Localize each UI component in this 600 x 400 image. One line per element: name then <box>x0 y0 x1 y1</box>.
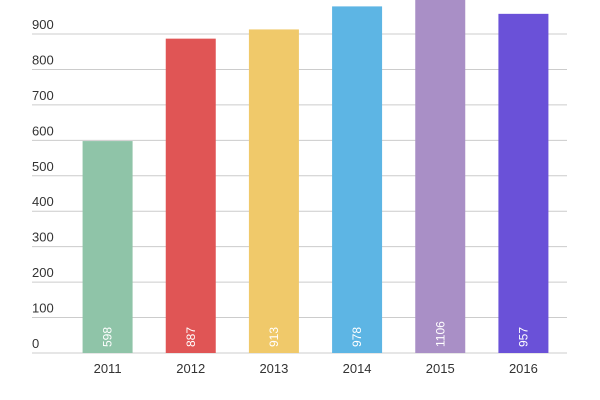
y-tick-label: 300 <box>32 230 54 245</box>
x-tick-label: 2012 <box>176 361 205 376</box>
bar <box>498 13 549 353</box>
value-label: 1106 <box>433 321 447 347</box>
bar <box>332 6 383 354</box>
value-label: 957 <box>516 327 530 347</box>
bar <box>165 38 216 353</box>
y-tick-label: 500 <box>32 159 54 174</box>
x-tick-label: 2011 <box>94 361 122 376</box>
y-tick-label: 700 <box>32 88 54 103</box>
x-tick-label: 2016 <box>509 361 538 376</box>
y-tick-label: 900 <box>32 17 54 32</box>
x-tick-label: 2013 <box>259 361 288 376</box>
value-label: 978 <box>350 327 364 347</box>
y-tick-label: 0 <box>32 336 39 351</box>
y-tick-label: 800 <box>32 52 54 67</box>
x-tick-label: 2015 <box>426 361 455 376</box>
y-tick-label: 200 <box>32 265 54 280</box>
y-tick-label: 600 <box>32 123 54 138</box>
y-tick-label: 100 <box>32 301 54 316</box>
bar <box>415 0 466 353</box>
value-label: 913 <box>267 327 281 347</box>
x-tick-label: 2014 <box>343 361 372 376</box>
bar <box>82 141 133 353</box>
value-label: 887 <box>184 327 198 347</box>
value-label: 598 <box>101 327 115 347</box>
bar <box>248 29 299 353</box>
y-tick-label: 400 <box>32 194 54 209</box>
